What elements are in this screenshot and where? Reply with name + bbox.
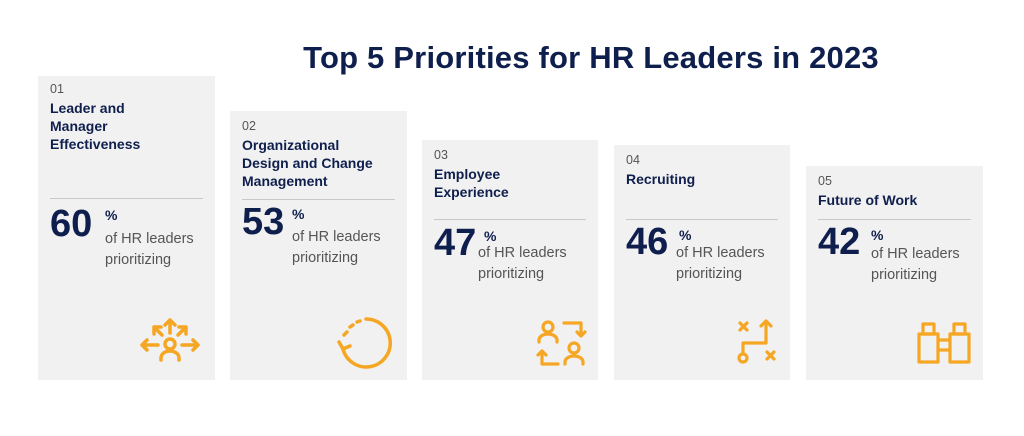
caption-line: of HR leaders	[676, 245, 765, 261]
rank-number: 04	[626, 153, 640, 167]
priority-card-05: 05 Future of Work 42 % of HR leaders pri…	[806, 166, 983, 380]
priority-label: Recruiting	[626, 170, 786, 188]
caption: of HR leaders prioritizing	[676, 243, 765, 285]
percent-value: 42	[818, 221, 861, 263]
caption-line: of HR leaders	[292, 229, 381, 245]
priority-label-line: Employee	[434, 166, 501, 182]
priority-label-line: Leader and	[50, 100, 125, 116]
caption-line: prioritizing	[478, 266, 545, 282]
people-swap-icon	[536, 320, 587, 366]
priority-label-line: Design and Change	[242, 155, 373, 171]
rank-number: 01	[50, 82, 64, 96]
divider	[242, 199, 395, 200]
caption-line: prioritizing	[292, 250, 359, 266]
priority-label-line: Future of Work	[818, 192, 918, 208]
priority-label-line: Recruiting	[626, 171, 696, 187]
percent-value: 60	[50, 203, 93, 245]
caption-line: prioritizing	[871, 267, 938, 283]
caption-line: prioritizing	[676, 266, 743, 282]
caption-line: of HR leaders	[105, 231, 194, 247]
priority-label-line: Management	[242, 173, 328, 189]
priority-label-line: Experience	[434, 184, 509, 200]
priority-card-04: 04 Recruiting 46 % of HR leaders priorit…	[614, 145, 790, 380]
page-title: Top 5 Priorities for HR Leaders in 2023	[303, 40, 879, 75]
rank-number: 05	[818, 174, 832, 188]
priority-label-line: Organizational	[242, 137, 340, 153]
caption: of HR leaders prioritizing	[105, 229, 194, 271]
priority-label: Organizational Design and Change Managem…	[242, 136, 402, 190]
binoculars-icon	[917, 322, 971, 364]
caption: of HR leaders prioritizing	[292, 227, 381, 269]
priority-card-02: 02 Organizational Design and Change Mana…	[230, 111, 407, 380]
percent-value: 53	[242, 201, 285, 243]
rank-number: 02	[242, 119, 256, 133]
priority-card-01: 01 Leader and Manager Effectiveness 60 %…	[38, 76, 215, 380]
strategy-path-icon	[737, 319, 776, 364]
cycle-arrow-icon	[337, 317, 392, 369]
priority-label-line: Manager	[50, 118, 108, 134]
caption-line: of HR leaders	[871, 246, 960, 262]
percent-sign: %	[679, 227, 692, 243]
caption: of HR leaders prioritizing	[871, 244, 960, 286]
percent-value: 46	[626, 221, 669, 263]
priority-label: Employee Experience	[434, 165, 594, 201]
team-arrows-icon	[140, 318, 200, 362]
caption-line: prioritizing	[105, 252, 172, 268]
caption-line: of HR leaders	[478, 245, 567, 261]
priority-label-line: Effectiveness	[50, 136, 141, 152]
percent-sign: %	[484, 228, 497, 244]
priority-label: Leader and Manager Effectiveness	[50, 99, 210, 153]
rank-number: 03	[434, 148, 448, 162]
divider	[626, 219, 778, 220]
priority-card-03: 03 Employee Experience 47 % of HR leader…	[422, 140, 598, 380]
percent-value: 47	[434, 222, 477, 264]
priority-label: Future of Work	[818, 191, 978, 209]
divider	[818, 219, 971, 220]
divider	[50, 198, 203, 199]
percent-sign: %	[292, 206, 305, 222]
divider	[434, 219, 586, 220]
percent-sign: %	[105, 207, 118, 223]
percent-sign: %	[871, 227, 884, 243]
caption: of HR leaders prioritizing	[478, 243, 567, 285]
